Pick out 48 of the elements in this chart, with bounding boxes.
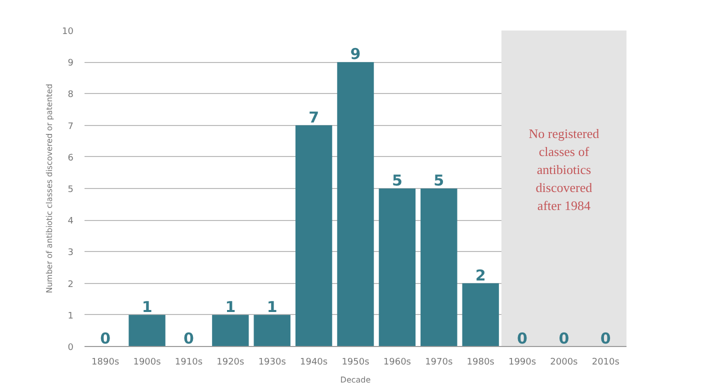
data-label: 2: [475, 266, 486, 284]
bar: [420, 188, 458, 346]
y-tick-label: 6: [68, 153, 74, 164]
y-tick-label: 9: [68, 58, 74, 69]
x-tick-label: 1990s: [508, 358, 536, 368]
bar: [254, 314, 290, 346]
band-label: No registered classes of antibiotics discovered after 1984: [528, 126, 600, 214]
x-tick-label: 1960s: [383, 358, 412, 368]
x-tick-label: 1900s: [133, 358, 162, 368]
y-tick-label: 1: [68, 311, 74, 322]
data-label: 1: [225, 298, 236, 316]
x-tick-label: 1920s: [216, 358, 245, 368]
data-label: 0: [100, 330, 111, 348]
bar: [212, 314, 249, 346]
x-tick-label: 1890s: [92, 358, 120, 368]
y-tick-label: 4: [68, 216, 74, 227]
x-tick-label: 1910s: [174, 358, 203, 368]
data-label: 1: [142, 298, 152, 316]
y-tick-label: 10: [62, 27, 74, 37]
y-tick-label: 0: [68, 343, 74, 353]
bar: [337, 62, 374, 346]
y-tick-label: 8: [68, 90, 74, 100]
y-tick-label: 3: [68, 248, 74, 258]
data-label: 0: [184, 330, 194, 348]
y-axis-title: Number of antibiotic classes discovered or patented: [45, 84, 54, 294]
x-axis-title: Decade: [340, 376, 371, 384]
y-tick-label: 5: [68, 185, 74, 195]
data-label: 0: [517, 330, 528, 348]
data-label: 0: [600, 330, 611, 348]
data-label: 5: [392, 172, 402, 190]
x-tick-label: 1930s: [258, 358, 286, 368]
bar: [128, 314, 166, 346]
bar: [378, 188, 416, 346]
data-label: 7: [308, 108, 320, 126]
data-label: 1: [266, 298, 278, 316]
y-tick-label: 7: [68, 122, 74, 132]
bar: [462, 283, 499, 346]
y-tick-label: 2: [68, 280, 74, 290]
x-tick-label: 1940s: [300, 358, 328, 368]
data-label: 0: [558, 330, 570, 348]
x-tick-label: 1950s: [342, 358, 370, 368]
x-tick-label: 2000s: [550, 358, 578, 368]
x-tick-label: 2010s: [592, 358, 620, 368]
data-label: 5: [434, 172, 444, 190]
x-tick-label: 1970s: [425, 358, 453, 368]
x-tick-label: 1980s: [466, 358, 495, 368]
data-label: 9: [350, 45, 361, 64]
bar: [295, 125, 332, 346]
